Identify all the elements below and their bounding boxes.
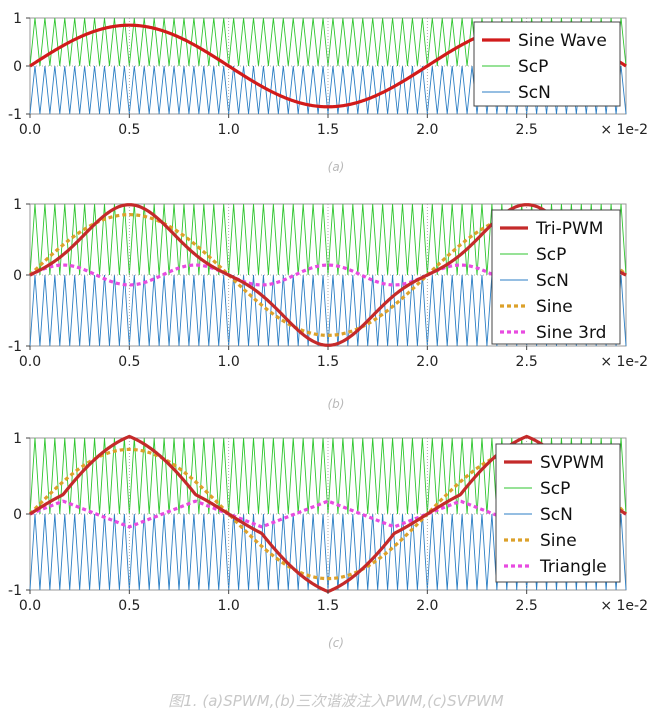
x-tick-label: 1.5 bbox=[317, 122, 339, 138]
x-tick-label: 1.5 bbox=[317, 598, 339, 614]
series-tri-pwm bbox=[29, 203, 627, 347]
y-tick-label: -1 bbox=[8, 107, 22, 123]
legend-label: Triangle bbox=[539, 557, 607, 577]
x-tick-label: 0.0 bbox=[19, 354, 41, 370]
figure-caption: 图1. (a)SPWM,(b)三次谐波注入PWM,(c)SVPWM bbox=[168, 692, 504, 710]
x-tick-label: 2.0 bbox=[416, 354, 438, 370]
x-multiplier-label: × 1e-2 bbox=[600, 598, 648, 614]
chart-b: 1 0 -10.0 0.5 1.0 1.5 2.0 2.5 × 1e-2 Tri-PWM ScP Sc… bbox=[8, 197, 648, 370]
x-tick-label: 2.5 bbox=[516, 354, 538, 370]
legend-label: Tri-PWM bbox=[535, 219, 603, 239]
x-tick-label: 0.0 bbox=[19, 598, 41, 614]
y-tick-label: -1 bbox=[8, 583, 22, 599]
legend-label: ScN bbox=[540, 505, 573, 525]
legend-box bbox=[491, 209, 621, 345]
series-sine bbox=[28, 447, 628, 581]
y-tick-label: 0 bbox=[13, 268, 22, 284]
x-tick-label: 0.5 bbox=[118, 122, 140, 138]
y-tick-label: 1 bbox=[13, 197, 22, 213]
legend-label: Sine bbox=[536, 297, 573, 317]
legend-label: ScP bbox=[540, 479, 570, 499]
chart-panel-b: 1 0 -1 0.0 0.5 1.0 1.5 2.0 2.5 × 1e-2 Tri-PWM ScP Sc… bbox=[0, 190, 672, 394]
y-tick-label: 1 bbox=[13, 11, 22, 27]
y-tick-label: 0 bbox=[13, 59, 22, 75]
legend-label: ScP bbox=[518, 57, 548, 77]
x-tick-label: 2.5 bbox=[516, 598, 538, 614]
x-tick-label: 2.5 bbox=[516, 122, 538, 138]
x-tick-label: 1.0 bbox=[218, 598, 240, 614]
x-tick-label: 1.0 bbox=[218, 354, 240, 370]
y-tick-label: -1 bbox=[8, 339, 22, 355]
y-tick-label: 0 bbox=[13, 507, 22, 523]
legend-label: SVPWM bbox=[540, 453, 604, 473]
caption-a: (a) bbox=[327, 160, 345, 174]
legend-label: Sine Wave bbox=[518, 31, 607, 51]
legend-label: Sine 3rd bbox=[536, 323, 606, 343]
x-tick-label: 0.5 bbox=[118, 598, 140, 614]
x-tick-label: 1.0 bbox=[218, 122, 240, 138]
x-tick-label: 0.5 bbox=[118, 354, 140, 370]
legend-label: ScP bbox=[536, 245, 566, 265]
x-multiplier-label: × 1e-2 bbox=[600, 354, 648, 370]
legend-label: Sine bbox=[540, 531, 577, 551]
x-tick-label: 2.0 bbox=[416, 122, 438, 138]
chart-a: 1 0 -10.0 0.5 1.0 1.5 2.0 2.5 × 1e-2 Sine Wave ScP… bbox=[8, 11, 648, 138]
x-tick-label: 1.5 bbox=[317, 354, 339, 370]
chart-c: 1 0 -10.0 0.5 1.0 1.5 2.0 2.5 × 1e-2 SVPWM ScP ScN S… bbox=[8, 431, 648, 614]
legend-label: ScN bbox=[536, 271, 569, 291]
legend-label: ScN bbox=[518, 83, 551, 103]
caption-b: (b) bbox=[327, 397, 345, 411]
x-tick-label: 2.0 bbox=[416, 598, 438, 614]
x-tick-label: 0.0 bbox=[19, 122, 41, 138]
y-tick-label: 1 bbox=[13, 431, 22, 447]
chart-panel-a: 1 0 -1 0.0 0.5 1.0 1.5 2.0 2.5 × 1e-2 Sine Wave ScP… bbox=[0, 0, 672, 164]
chart-panel-c: 1 0 -1 0.0 0.5 1.0 1.5 2.0 2.5 × 1e-2 SVPWM ScP ScN S… bbox=[0, 428, 672, 632]
caption-c: (c) bbox=[328, 636, 344, 650]
x-multiplier-label: × 1e-2 bbox=[600, 122, 648, 138]
legend-box bbox=[495, 443, 621, 583]
